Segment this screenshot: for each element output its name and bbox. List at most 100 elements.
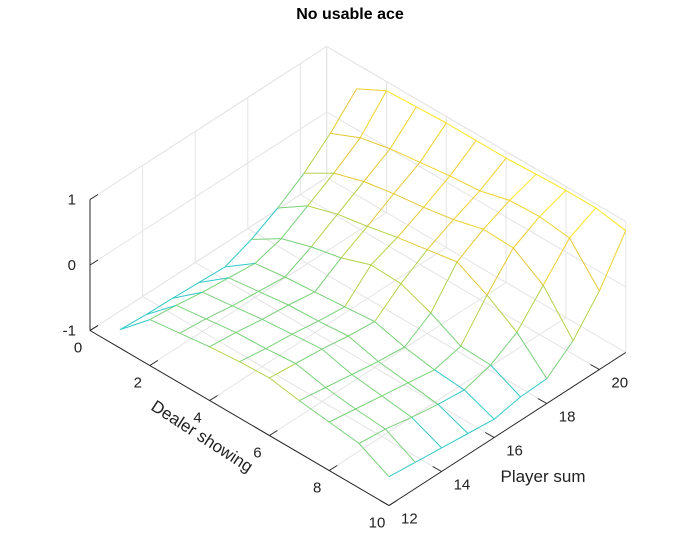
x-tick-mark [379,500,390,506]
z-tick-label: 0 [68,257,76,274]
mesh-segment [509,199,540,218]
mesh-segment [310,213,338,248]
grid-line-z-right [326,177,626,353]
mesh-segment [463,389,495,420]
mesh-segment [374,283,402,322]
mesh-segment [456,228,484,263]
mesh-segment [299,400,330,423]
mesh-segment [232,305,263,320]
mesh-segment [202,291,233,307]
mesh-segment [340,226,368,259]
mesh-segment [542,237,570,286]
mesh-segment [318,306,345,322]
mesh-segment [486,294,518,333]
x-tick-label: 16 [506,443,523,460]
mesh-segment [235,331,267,350]
chart-title: No usable ace [296,6,404,23]
mesh-segment [516,284,544,333]
mesh-segment [389,148,421,163]
y-tick-label: 6 [253,445,261,462]
mesh-segment [377,360,409,384]
mesh-segment [265,333,293,350]
mesh-segment [441,433,469,449]
x-tick-mark [590,364,600,370]
mesh-segment [198,277,229,284]
mesh-segment [288,291,316,306]
mesh-segment [385,416,412,430]
mesh-segment [314,291,345,308]
mesh-segment [516,332,548,379]
mesh-segment [386,90,417,108]
mesh-segment [254,238,282,264]
mesh-segment [463,364,491,391]
mesh-segment [280,205,308,239]
y-axis-label: Dealer showing [148,397,257,477]
mesh-segment [598,230,627,292]
y-tick-mark [328,465,338,471]
mesh-segment [512,247,544,286]
y-tick-label: 10 [369,515,386,532]
mesh-segment [512,216,540,249]
mesh-segment [505,157,537,175]
y-tick-mark [89,325,99,331]
mesh-segment [569,207,597,239]
mesh-segment [355,395,383,410]
mesh-segment [265,348,296,364]
mesh-segment [202,277,229,293]
mesh-segment [205,318,237,333]
mesh-segment [358,428,386,444]
mesh-segment [419,122,447,163]
surface-mesh [119,88,627,478]
mesh-segment [400,283,432,314]
mesh-segment [299,387,326,402]
mesh-segment [460,345,491,366]
mesh-segment [416,106,447,124]
mesh-segment [367,225,398,238]
mesh-segment [396,206,424,238]
box-edge [89,46,327,200]
mesh-segment [400,249,428,285]
y-tick-label: 2 [134,375,142,392]
mesh-segment [228,277,259,292]
mesh-segment [367,193,395,227]
mesh-segment [239,348,267,363]
mesh-segment [404,312,432,348]
mesh-segment [314,257,342,293]
x-tick-mark [432,466,442,472]
grid-line-y-floor [328,317,567,471]
mesh-segment [235,318,263,333]
mesh-segment [370,264,402,285]
mesh-segment [198,266,226,284]
mesh-segment [295,348,323,364]
mesh-segment [295,363,326,388]
grid-line-x-floor [194,262,495,438]
mesh-segment [145,297,173,316]
mesh-segment [381,382,409,397]
grid-line-y-floor [269,282,507,436]
mesh-segment [426,219,454,251]
mesh-segment [411,416,442,449]
mesh-segment [209,331,237,348]
x-tick-label: 18 [559,409,576,426]
mesh-segment [397,236,428,251]
mesh-segment [258,290,289,306]
z-tick-label: 1 [68,192,76,209]
mesh-segment [572,290,600,341]
mesh-segment [358,443,390,478]
y-tick-mark [149,360,159,366]
mesh-segment [284,246,312,278]
mesh-segment [179,332,210,348]
grid-line-x-floor [142,296,442,472]
mesh-segment [205,305,233,320]
mesh-segment [546,340,574,379]
mesh-segment [277,205,308,209]
mesh-segment [411,403,439,418]
mesh-segment [321,348,353,375]
mesh-segment [374,321,405,348]
mesh-segment [360,137,391,150]
grid-line-x-floor [247,228,548,404]
mesh-segment [407,382,439,405]
mesh-segment [175,304,207,320]
grid-line-y-floor [149,212,387,366]
mesh-segment [318,320,349,337]
